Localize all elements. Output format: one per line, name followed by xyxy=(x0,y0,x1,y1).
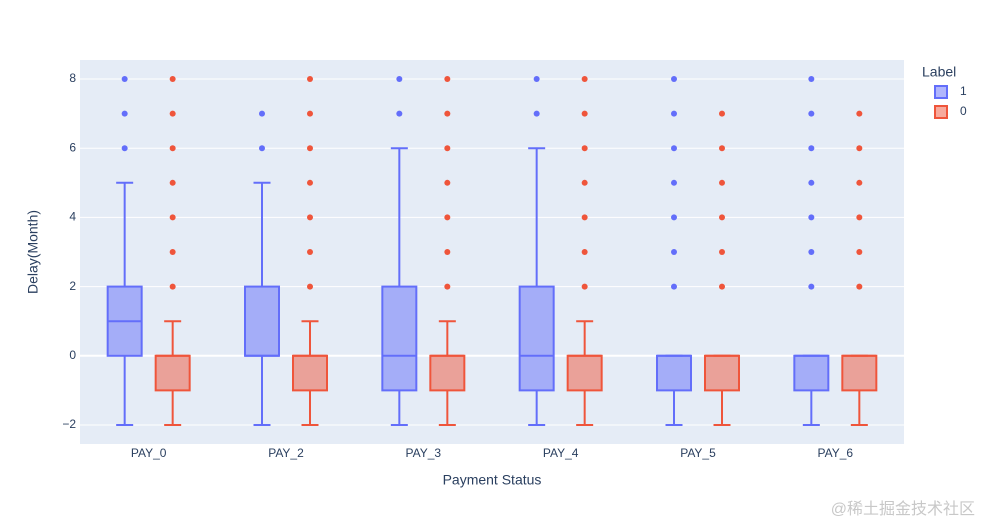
outlier xyxy=(169,145,176,152)
y-tick-label: 4 xyxy=(69,210,76,224)
x-tick-label: PAY_6 xyxy=(818,446,854,460)
y-tick-label: 6 xyxy=(69,140,76,154)
legend-title: Label xyxy=(922,64,956,80)
box xyxy=(518,285,555,392)
outlier xyxy=(808,214,815,221)
outlier xyxy=(671,145,677,152)
outlier xyxy=(581,76,588,83)
outlier xyxy=(856,110,863,117)
legend-swatch xyxy=(934,105,948,119)
outlier xyxy=(808,179,815,186)
outlier xyxy=(719,283,725,290)
x-tick-label: PAY_5 xyxy=(680,446,716,460)
outlier xyxy=(444,249,451,255)
legend-swatch xyxy=(934,85,948,99)
outlier xyxy=(169,76,176,83)
y-tick-label: 2 xyxy=(69,279,76,293)
outlier xyxy=(169,249,176,255)
outlier xyxy=(169,110,176,117)
outlier xyxy=(444,110,451,117)
outlier xyxy=(856,249,863,255)
outlier xyxy=(581,283,588,290)
box xyxy=(793,354,830,392)
box xyxy=(566,354,603,392)
outlier xyxy=(856,283,863,290)
outlier xyxy=(259,145,265,152)
outlier xyxy=(307,249,313,255)
outlier xyxy=(581,249,588,255)
box xyxy=(429,354,466,392)
outlier xyxy=(121,76,128,83)
outlier xyxy=(169,283,176,290)
outlier xyxy=(808,110,815,117)
outlier xyxy=(671,76,677,83)
x-axis-title: Payment Status xyxy=(443,472,542,488)
y-tick-label: 0 xyxy=(69,348,76,362)
outlier xyxy=(307,214,313,221)
outlier xyxy=(169,179,176,186)
outlier xyxy=(808,76,815,83)
outlier xyxy=(396,110,403,117)
outlier xyxy=(444,179,451,186)
outlier xyxy=(671,249,677,255)
outlier xyxy=(169,214,176,221)
outlier xyxy=(444,76,451,83)
outlier xyxy=(856,179,863,186)
outlier xyxy=(444,283,451,290)
y-tick-label: 8 xyxy=(69,71,76,85)
outlier xyxy=(307,179,313,186)
outlier xyxy=(581,110,588,117)
outlier xyxy=(581,179,588,186)
outlier xyxy=(808,249,815,255)
outlier xyxy=(533,76,540,83)
x-tick-label: PAY_3 xyxy=(406,446,442,460)
x-tick-label: PAY_4 xyxy=(543,446,579,460)
outlier xyxy=(808,145,815,152)
outlier xyxy=(307,76,313,83)
box xyxy=(292,354,328,392)
legend-label: 1 xyxy=(960,84,967,98)
outlier xyxy=(444,145,451,152)
outlier xyxy=(259,110,265,117)
y-tick-label: −2 xyxy=(62,417,76,431)
outlier xyxy=(719,179,725,186)
box xyxy=(244,285,280,357)
x-tick-label: PAY_0 xyxy=(131,446,167,460)
box xyxy=(154,354,191,392)
plot-area xyxy=(80,60,904,444)
box xyxy=(381,285,418,392)
outlier xyxy=(444,214,451,221)
outlier xyxy=(307,145,313,152)
box xyxy=(704,354,740,392)
outlier xyxy=(307,110,313,117)
x-tick-label: PAY_2 xyxy=(268,446,304,460)
outlier xyxy=(533,110,540,117)
outlier xyxy=(396,76,403,83)
outlier xyxy=(121,145,128,152)
outlier xyxy=(856,214,863,221)
legend-label: 0 xyxy=(960,104,967,118)
outlier xyxy=(719,249,725,255)
outlier xyxy=(671,179,677,186)
outlier xyxy=(719,214,725,221)
outlier xyxy=(808,283,815,290)
outlier xyxy=(671,110,677,117)
box xyxy=(656,354,692,392)
watermark: @稀土掘金技术社区 xyxy=(831,500,975,518)
outlier xyxy=(307,283,313,290)
box xyxy=(841,354,878,392)
outlier xyxy=(719,110,725,117)
y-axis-title: Delay(Month) xyxy=(25,210,41,294)
outlier xyxy=(671,283,677,290)
outlier xyxy=(581,145,588,152)
outlier xyxy=(671,214,677,221)
outlier xyxy=(581,214,588,221)
outlier xyxy=(856,145,863,152)
outlier xyxy=(719,145,725,152)
outlier xyxy=(121,110,128,117)
